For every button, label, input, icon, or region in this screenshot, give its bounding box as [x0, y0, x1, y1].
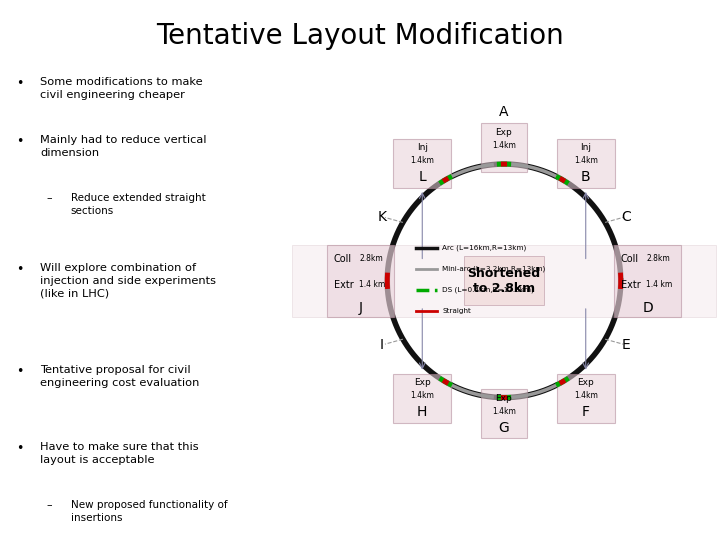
- Text: •: •: [17, 442, 24, 455]
- Bar: [393, 139, 451, 188]
- Text: F: F: [582, 406, 590, 419]
- Text: I: I: [380, 338, 384, 352]
- Text: C: C: [621, 210, 631, 224]
- Text: Extr: Extr: [621, 280, 641, 289]
- Bar: [481, 389, 527, 438]
- Text: Mini-arc (L=3.2km,R=13km): Mini-arc (L=3.2km,R=13km): [442, 266, 545, 272]
- Text: 2.8km: 2.8km: [359, 254, 383, 263]
- Text: Mainly had to reduce vertical
dimension: Mainly had to reduce vertical dimension: [40, 136, 207, 158]
- Text: Exp: Exp: [414, 379, 431, 387]
- Text: 2.8km: 2.8km: [647, 254, 670, 263]
- Text: •: •: [17, 365, 24, 378]
- Text: Exp: Exp: [577, 379, 594, 387]
- Text: B: B: [581, 170, 590, 184]
- Text: Reduce extended straight
sections: Reduce extended straight sections: [71, 193, 205, 216]
- Text: H: H: [417, 406, 428, 419]
- Text: Extr: Extr: [333, 280, 354, 289]
- Text: 1.4 km: 1.4 km: [647, 280, 672, 289]
- Text: •: •: [17, 136, 24, 148]
- Bar: [613, 245, 681, 317]
- Text: E: E: [622, 338, 631, 352]
- Text: 1.4km: 1.4km: [492, 407, 516, 416]
- Text: Some modifications to make
civil engineering cheaper: Some modifications to make civil enginee…: [40, 77, 203, 100]
- Text: Shortened
to 2.8km: Shortened to 2.8km: [467, 267, 541, 295]
- Text: 1.4km: 1.4km: [410, 157, 434, 165]
- Text: 1.4km: 1.4km: [492, 141, 516, 150]
- Text: Straight: Straight: [442, 308, 471, 314]
- Text: K: K: [377, 210, 387, 224]
- Text: –: –: [47, 193, 52, 204]
- Text: G: G: [499, 421, 509, 435]
- Text: Will explore combination of
injection and side experiments
(like in LHC): Will explore combination of injection an…: [40, 263, 217, 299]
- Text: DS (L=0.4km,R=17.3km): DS (L=0.4km,R=17.3km): [442, 287, 534, 293]
- Text: 1.4km: 1.4km: [574, 392, 598, 400]
- Text: •: •: [17, 77, 24, 90]
- Bar: [464, 256, 544, 305]
- Text: A: A: [499, 105, 509, 118]
- Bar: [557, 139, 615, 188]
- Text: 1.4 km: 1.4 km: [359, 280, 385, 289]
- Text: Arc (L=16km,R=13km): Arc (L=16km,R=13km): [442, 245, 526, 251]
- Text: Coll: Coll: [333, 254, 351, 264]
- Text: 1.4km: 1.4km: [410, 392, 434, 400]
- Bar: [557, 374, 615, 423]
- Text: New proposed functionality of
insertions: New proposed functionality of insertions: [71, 500, 228, 523]
- Bar: [292, 245, 716, 317]
- Text: Exp: Exp: [495, 128, 513, 137]
- Text: Have to make sure that this
layout is acceptable: Have to make sure that this layout is ac…: [40, 442, 199, 464]
- Text: –: –: [47, 500, 52, 510]
- Text: Inj: Inj: [580, 144, 591, 152]
- Text: 1.4km: 1.4km: [574, 157, 598, 165]
- Text: Inj: Inj: [417, 144, 428, 152]
- Bar: [327, 245, 395, 317]
- Text: Coll: Coll: [621, 254, 639, 264]
- Text: Tentative proposal for civil
engineering cost evaluation: Tentative proposal for civil engineering…: [40, 365, 200, 388]
- Text: D: D: [642, 301, 653, 315]
- Text: •: •: [17, 263, 24, 276]
- Bar: [481, 123, 527, 172]
- Text: L: L: [418, 170, 426, 184]
- Text: Exp: Exp: [495, 394, 513, 403]
- Text: J: J: [359, 301, 362, 315]
- Text: Tentative Layout Modification: Tentative Layout Modification: [156, 22, 564, 50]
- Bar: [393, 374, 451, 423]
